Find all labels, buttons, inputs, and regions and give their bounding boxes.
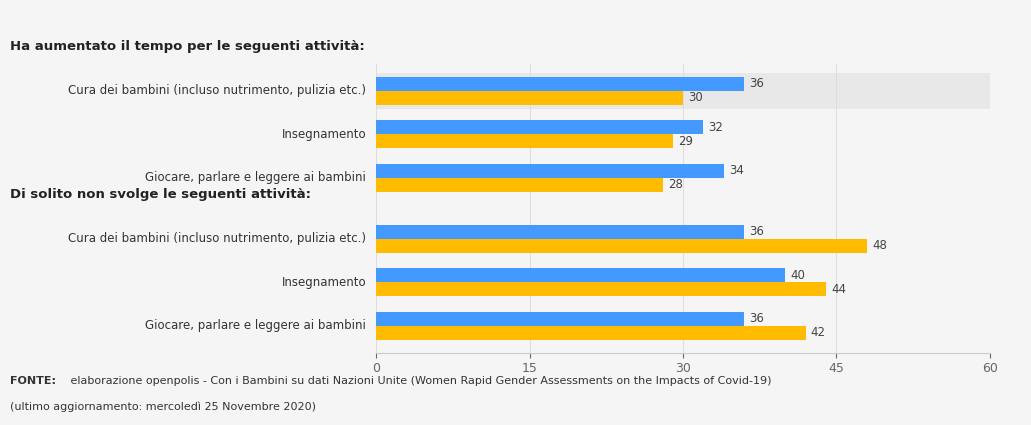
Text: FONTE:: FONTE: <box>10 376 57 386</box>
Text: 36: 36 <box>750 77 764 90</box>
Text: Giocare, parlare e leggere ai bambini: Giocare, parlare e leggere ai bambini <box>145 171 366 184</box>
Bar <box>376 164 724 178</box>
Text: Giocare, parlare e leggere ai bambini: Giocare, parlare e leggere ai bambini <box>145 319 366 332</box>
Bar <box>376 120 703 134</box>
Text: 40: 40 <box>791 269 805 282</box>
Text: 28: 28 <box>668 178 683 191</box>
Text: Cura dei bambini (incluso nutrimento, pulizia etc.): Cura dei bambini (incluso nutrimento, pu… <box>68 232 366 245</box>
Text: 44: 44 <box>831 283 846 296</box>
Bar <box>376 178 663 192</box>
Bar <box>376 239 867 252</box>
Bar <box>376 282 826 296</box>
Text: Cura dei bambini (incluso nutrimento, pulizia etc.): Cura dei bambini (incluso nutrimento, pu… <box>68 84 366 97</box>
Bar <box>376 326 806 340</box>
Text: 48: 48 <box>872 239 887 252</box>
Text: Di solito non svolge le seguenti attività:: Di solito non svolge le seguenti attivit… <box>10 188 311 201</box>
Text: 34: 34 <box>729 164 744 177</box>
Bar <box>376 77 744 91</box>
Bar <box>376 268 786 282</box>
Text: 42: 42 <box>810 326 826 339</box>
Bar <box>376 134 673 148</box>
Text: 32: 32 <box>708 121 724 134</box>
Text: elaborazione openpolis - Con i Bambini su dati Nazioni Unite (Women Rapid Gender: elaborazione openpolis - Con i Bambini s… <box>67 376 771 386</box>
Text: (ultimo aggiornamento: mercoledì 25 Novembre 2020): (ultimo aggiornamento: mercoledì 25 Nove… <box>10 402 317 412</box>
Text: Ha aumentato il tempo per le seguenti attività:: Ha aumentato il tempo per le seguenti at… <box>10 40 365 53</box>
Text: Insegnamento: Insegnamento <box>281 128 366 141</box>
Bar <box>376 73 990 108</box>
Text: 30: 30 <box>688 91 703 104</box>
Text: 29: 29 <box>678 135 693 148</box>
Text: 36: 36 <box>750 225 764 238</box>
Bar <box>376 312 744 326</box>
Bar <box>376 91 683 105</box>
Bar <box>376 225 744 239</box>
Text: Insegnamento: Insegnamento <box>281 276 366 289</box>
Text: 36: 36 <box>750 312 764 325</box>
